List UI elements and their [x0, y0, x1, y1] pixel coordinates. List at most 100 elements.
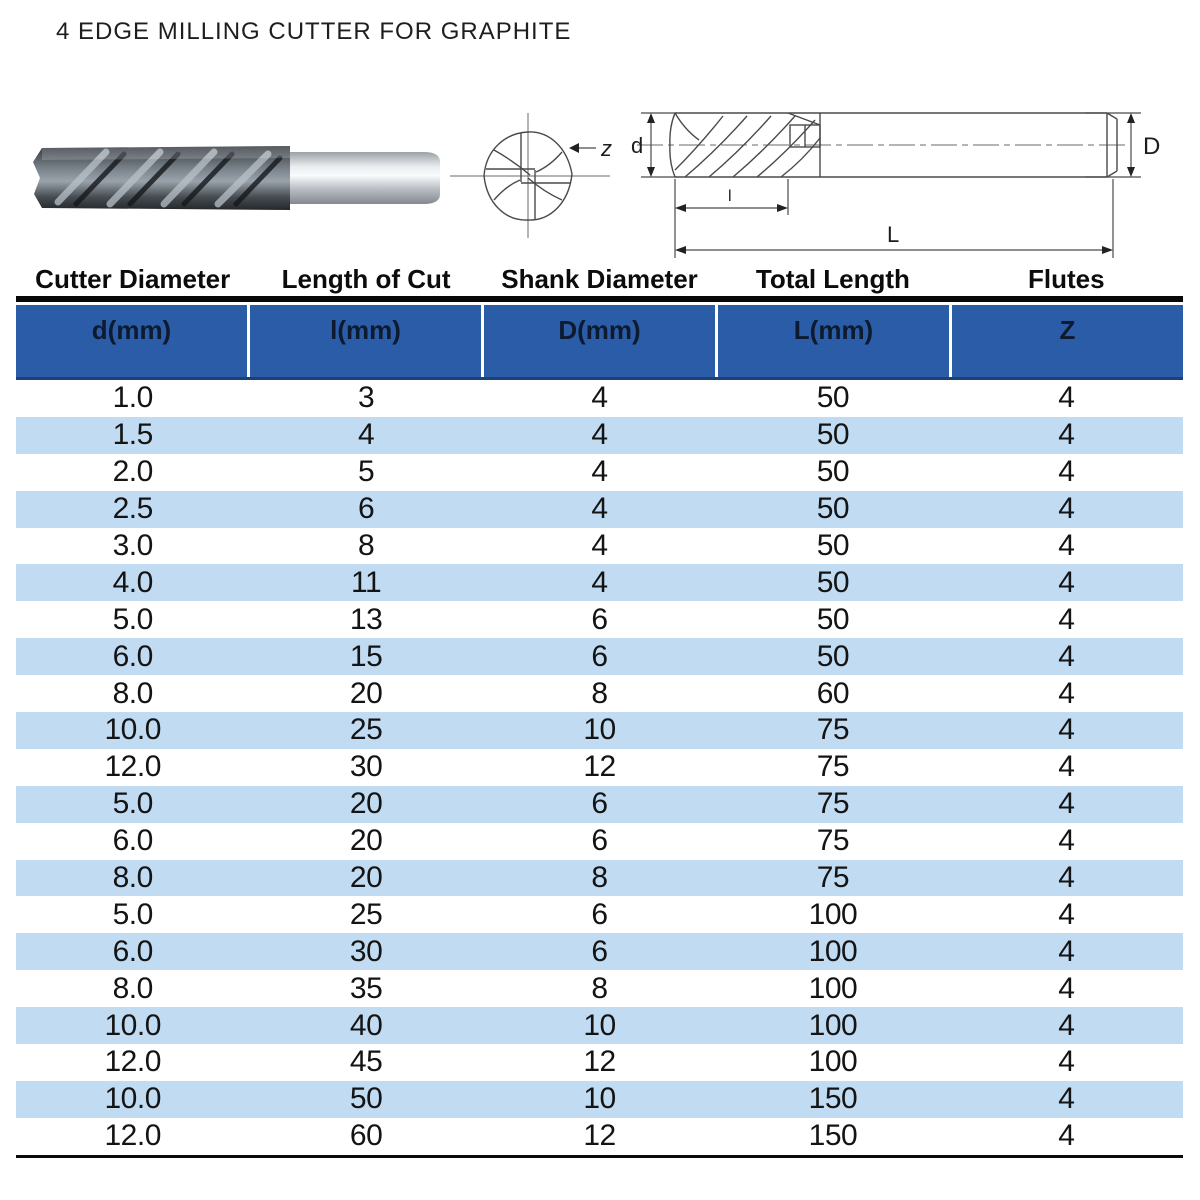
table-cell: 4 — [1058, 529, 1075, 562]
table-cell: 4 — [1058, 861, 1075, 895]
total-length-dimension: L — [675, 179, 1114, 258]
unit-header-d-mm: d(mm) — [16, 305, 250, 377]
endmill-flutes-image — [33, 146, 290, 210]
table-cell: 40 — [349, 1008, 383, 1042]
table-cell: 6.0 — [112, 639, 154, 673]
unit-header-l-mm: l(mm) — [250, 305, 484, 377]
table-cell: 4 — [1058, 639, 1075, 673]
table-cell: 4 — [1058, 787, 1075, 821]
table-row: 1.0 3 4 50 4 — [16, 380, 1183, 417]
table-cell: 6 — [591, 934, 608, 968]
table-column-headers: Cutter Diameter Length of Cut Shank Diam… — [16, 264, 1183, 294]
table-cell: 50 — [816, 418, 850, 452]
column-header-shank-diameter: Shank Diameter — [501, 264, 698, 294]
column-header-total-length: Total Length — [755, 264, 910, 294]
table-cell: 30 — [349, 750, 383, 784]
table-cell: 4 — [1058, 1119, 1075, 1153]
table-row: 8.0 20 8 60 4 — [16, 675, 1183, 712]
table-cell: 20 — [349, 824, 383, 858]
table-cell: 25 — [349, 897, 383, 931]
table-cell: 4 — [1058, 455, 1075, 489]
table-row: 6.0 15 6 50 4 — [16, 638, 1183, 676]
table-cell: 3.0 — [112, 529, 154, 562]
table-cell: 4 — [1058, 713, 1075, 747]
dimension-drawing: d D l L — [631, 112, 1160, 258]
table-cell: 75 — [816, 787, 850, 821]
table-cell: 5.0 — [112, 602, 154, 636]
endmill-shank-image — [280, 152, 440, 204]
column-header-cutter-diameter: Cutter Diameter — [35, 264, 231, 294]
table-cell: 60 — [816, 676, 850, 710]
table-cell: 5 — [358, 455, 375, 489]
table-unit-headers: d(mm) l(mm) D(mm) L(mm) Z — [16, 305, 1183, 380]
L-label: L — [887, 222, 899, 247]
table-cell: 50 — [816, 565, 850, 599]
table-row: 6.0 20 6 75 4 — [16, 823, 1183, 860]
table-cell: 75 — [816, 750, 850, 784]
table-cell: 50 — [816, 639, 850, 673]
table-row: 2.5 6 4 50 4 — [16, 490, 1183, 528]
spec-table: Cutter Diameter Length of Cut Shank Diam… — [16, 264, 1183, 1158]
table-cell: 75 — [816, 861, 850, 895]
table-cell: 4.0 — [112, 565, 154, 599]
table-cell: 4 — [1058, 824, 1075, 858]
table-cell: 5.0 — [112, 787, 154, 821]
z-label: z — [600, 136, 612, 161]
table-cell: 4 — [1058, 418, 1075, 452]
table-row: 1.5 4 4 50 4 — [16, 416, 1183, 454]
table-row: 5.0 13 6 50 4 — [16, 601, 1183, 638]
table-cell: 50 — [816, 381, 850, 415]
table-cell: 4 — [1058, 676, 1075, 710]
table-cell: 6 — [358, 492, 375, 526]
table-row: 4.0 11 4 50 4 — [16, 564, 1183, 602]
table-row: 8.0 20 8 75 4 — [16, 859, 1183, 897]
table-cell: 12.0 — [104, 750, 162, 784]
table-cell: 4 — [358, 418, 375, 452]
table-cell: 60 — [349, 1119, 383, 1153]
table-row: 8.0 35 8 100 4 — [16, 970, 1183, 1007]
unit-header-D-mm: D(mm) — [484, 305, 718, 377]
table-cell: 50 — [816, 492, 850, 526]
table-row: 10.0 50 10 150 4 — [16, 1080, 1183, 1118]
d-label: d — [631, 133, 643, 158]
table-cell: 4 — [591, 565, 608, 599]
table-row: 12.0 45 12 100 4 — [16, 1044, 1183, 1081]
table-cell: 6 — [591, 639, 608, 673]
table-row: 2.0 5 4 50 4 — [16, 454, 1183, 491]
table-cell: 10.0 — [104, 713, 162, 747]
table-cell: 4 — [1058, 1045, 1075, 1079]
table-cell: 4 — [1058, 492, 1075, 526]
table-cell: 12.0 — [104, 1045, 162, 1079]
table-cell: 100 — [808, 971, 858, 1005]
table-cell: 6 — [591, 824, 608, 858]
table-cell: 4 — [1058, 897, 1075, 931]
table-cell: 8 — [591, 676, 608, 710]
D-label: D — [1143, 133, 1160, 160]
column-header-length-of-cut: Length of Cut — [281, 264, 451, 294]
table-bottom-rule — [16, 1154, 1183, 1158]
table-cell: 5.0 — [112, 897, 154, 931]
table-cell: 50 — [816, 455, 850, 489]
table-cell: 2.5 — [112, 492, 154, 526]
table-row: 12.0 30 12 75 4 — [16, 749, 1183, 786]
table-cell: 4 — [591, 492, 608, 526]
table-cell: 8 — [591, 861, 608, 895]
table-cell: 12 — [583, 1045, 616, 1079]
table-cell: 50 — [816, 529, 850, 562]
table-cell: 12 — [583, 1119, 616, 1153]
table-cell: 35 — [349, 971, 383, 1005]
table-cell: 10.0 — [104, 1008, 162, 1042]
table-rows: 1.0 3 4 50 4 1.5 4 4 50 4 2.0 5 4 50 4 2.5 6 4 50 4 3.0 8 4 50 4… — [16, 380, 1183, 1155]
table-cell: 30 — [349, 934, 383, 968]
table-cell: 4 — [1058, 971, 1075, 1005]
table-row: 10.0 25 10 75 4 — [16, 712, 1183, 749]
table-cell: 6.0 — [112, 824, 154, 858]
table-cell: 8.0 — [112, 971, 154, 1005]
table-cell: 8.0 — [112, 676, 154, 710]
table-row: 6.0 30 6 100 4 — [16, 933, 1183, 971]
table-cell: 10.0 — [104, 1082, 162, 1116]
table-cell: 45 — [349, 1045, 383, 1079]
table-row: 5.0 20 6 75 4 — [16, 785, 1183, 823]
table-cell: 10 — [583, 1082, 616, 1116]
